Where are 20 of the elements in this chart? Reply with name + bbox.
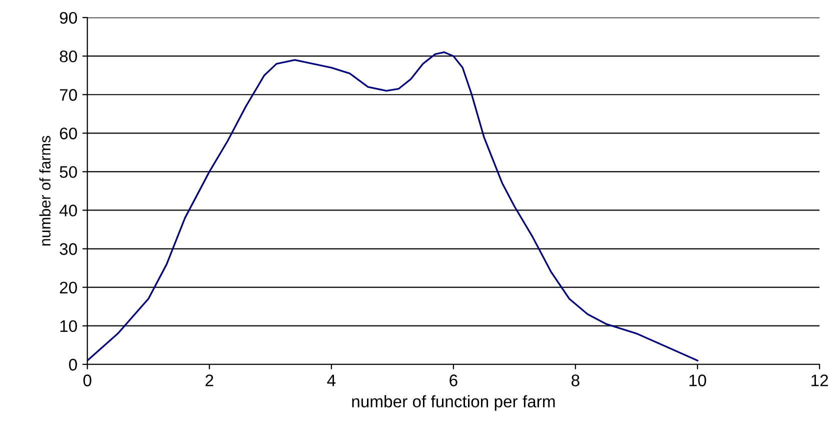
x-tick-label: 0 [83,374,92,386]
y-tick-label: 0 [69,358,77,371]
y-axis-title: number of farms [39,136,51,246]
y-tick-label: 20 [60,282,77,294]
y-tick-label: 90 [60,12,77,24]
y-tick-label: 80 [60,50,77,62]
x-tick-label: 12 [812,374,828,386]
x-axis-title: number of function per farm [352,395,555,411]
x-tick-label: 10 [689,374,706,386]
x-tick-label: 2 [206,374,214,386]
y-tick-label: 30 [60,243,77,255]
x-tick-label: 6 [450,374,458,386]
line-series [87,51,698,362]
y-tick-label: 50 [60,166,77,178]
x-tick-label: 4 [327,374,336,386]
y-tick-label: 10 [60,320,77,332]
x-tick-label: 8 [572,374,580,386]
y-tick-label: 40 [59,204,77,216]
y-tick-label: 70 [60,89,77,101]
y-tick-label: 60 [60,128,77,140]
